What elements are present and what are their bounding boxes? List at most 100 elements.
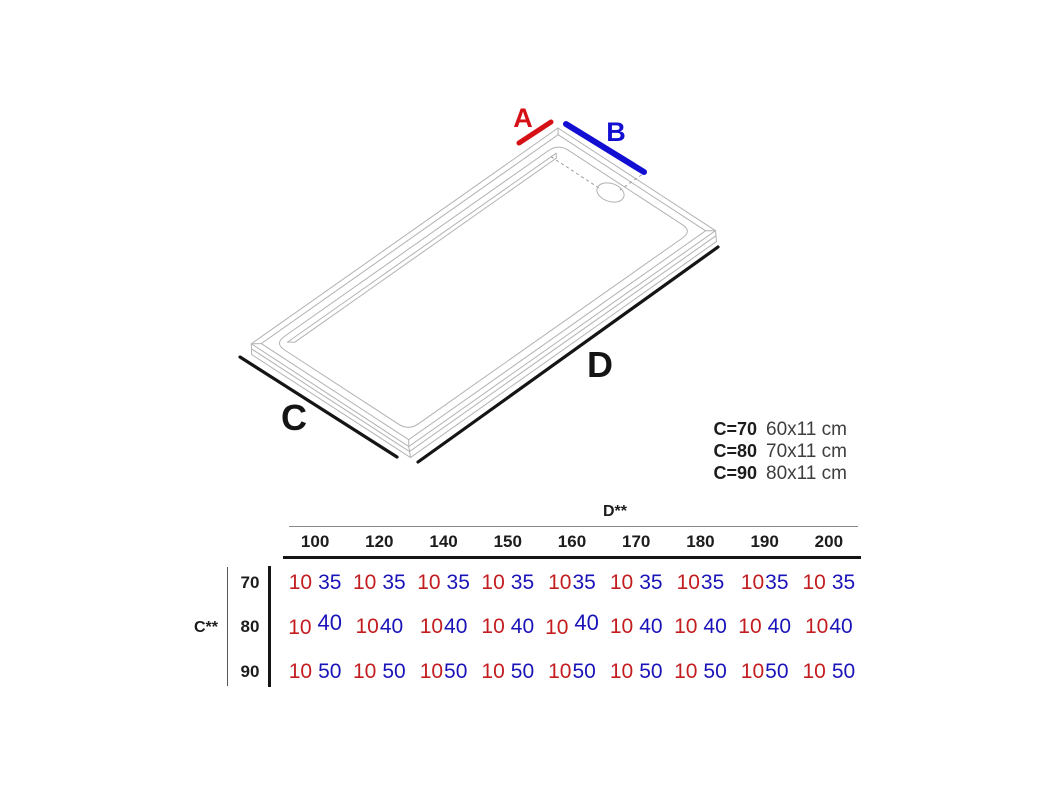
cell-value-red: 10 [419,615,444,638]
row-header: 70 [240,573,260,592]
table-cell: 10 40 [347,614,411,640]
cell-value-red: 10 [481,571,505,594]
column-header: 140 [429,532,458,551]
cell-value-red: 10 [548,660,572,683]
table-cell: 10 50 [797,659,861,685]
cell-value-blue: 50 [444,660,468,683]
table-cell: 10 35 [347,570,411,596]
cell-value-red: 10 [674,660,698,683]
cell-value-red: 10 [352,660,377,683]
cell-value-red: 10 [609,615,634,638]
table-row: 10 50 10 50 10 50 10 50 10 50 10 50 10 50 10 50 10 50 [283,659,861,685]
table-cell: 10 40 [283,610,347,640]
dim-line-d [416,245,720,464]
cell-value-blue: 50 [703,660,727,683]
cell-value-blue: 50 [639,660,663,683]
size-legend-value: 70x11 cm [766,441,847,462]
cell-value-red: 10 [355,615,379,638]
cell-value-blue: 35 [572,571,596,594]
table-cell: 10 35 [668,570,732,596]
drain-locator-dashed-short [619,174,642,191]
cell-value-red: 10 [609,571,634,594]
table-cell: 10 50 [604,659,668,685]
drain-icon [596,182,625,203]
cell-value-blue: 40 [444,615,468,638]
cell-value-blue: 35 [510,571,535,594]
cell-value-red: 10 [548,571,572,594]
cell-value-red: 10 [738,615,762,638]
dim-label-c: C [281,397,307,438]
size-legend-label: C=90 [713,463,757,483]
table-cell: 10 40 [476,614,540,640]
cell-value-blue: 40 [767,615,791,638]
table-cell: 10 50 [347,659,411,685]
table-cell: 10 40 [668,614,732,640]
cell-value-blue: 50 [831,660,856,683]
dim-label-b: B [606,117,626,147]
cell-value-red: 10 [740,571,765,594]
cell-value-blue: 35 [446,571,470,594]
tray-side-wall [250,230,718,459]
cell-value-red: 10 [545,616,569,639]
column-header: 120 [365,532,394,551]
cell-value-red: 10 [740,660,765,683]
table-header-rule [283,556,861,559]
table-column-axis-label: D** [602,503,627,520]
basin-groove [286,152,558,343]
table-cell: 10 50 [476,659,540,685]
tray-outer-edge [250,127,717,448]
cell-value-red: 10 [288,571,313,594]
dim-line-b [563,121,647,175]
table-cell: 10 50 [733,659,797,685]
cell-value-blue: 40 [379,615,404,638]
table-cell: 10 50 [283,659,347,685]
table-cell: 10 35 [476,570,540,596]
table-top-rule [289,526,858,527]
table-left-thin-rule [227,567,228,686]
table-cell: 10 35 [604,570,668,596]
cell-value-blue: 40 [639,615,663,638]
size-legend: C=70 60x11 cm C=80 70x11 cm C=90 80x11 c… [705,418,847,484]
table-row: 10 35 10 35 10 35 10 35 10 35 10 35 10 35 10 35 10 35 [283,570,861,596]
cell-value-blue: 40 [703,615,727,638]
cell-value-red: 10 [288,616,312,639]
size-legend-value: 60x11 cm [766,419,847,440]
cell-value-red: 10 [805,615,829,638]
cell-value-red: 10 [609,660,634,683]
table-cell: 10 40 [540,610,604,640]
dim-label-d: D [587,344,613,385]
cell-value-red: 10 [288,660,313,683]
cell-value-blue: 40 [510,615,535,638]
cell-value-blue: 50 [510,660,535,683]
cell-value-red: 10 [481,660,505,683]
table-cell: 10 40 [604,614,668,640]
table-cell: 10 40 [411,614,475,640]
table-cell: 10 35 [283,570,347,596]
cell-value-blue: 35 [765,571,789,594]
table-cell: 10 35 [733,570,797,596]
cell-value-blue: 35 [831,571,856,594]
size-legend-label: C=70 [713,419,757,439]
table-cell: 10 50 [668,659,732,685]
cell-value-blue: 50 [572,660,596,683]
tray-corner-miters [251,127,716,447]
column-header: 170 [622,532,651,551]
cell-value-red: 10 [481,615,505,638]
table-cell: 10 50 [540,659,604,685]
table-cell: 10 35 [411,570,475,596]
cell-value-blue: 50 [765,660,789,683]
table-row: 10 40 10 40 10 40 10 40 10 40 10 40 10 40 10 40 10 40 [283,610,861,640]
table-row-axis-label: C** [193,619,218,636]
column-header: 160 [557,532,587,551]
cell-value-red: 10 [802,660,826,683]
table-left-thick-rule [268,566,271,687]
cell-value-red: 10 [417,571,441,594]
cell-value-blue: 35 [382,571,406,594]
row-header: 80 [240,617,260,636]
cell-value-red: 10 [676,571,700,594]
row-header: 90 [240,662,260,681]
cell-value-red: 10 [419,660,444,683]
cell-value-blue: 35 [318,571,342,594]
size-legend-row: C=70 60x11 cm [705,418,847,440]
column-headers: 100 120 140 150 160 170 180 190 200 [283,532,861,552]
